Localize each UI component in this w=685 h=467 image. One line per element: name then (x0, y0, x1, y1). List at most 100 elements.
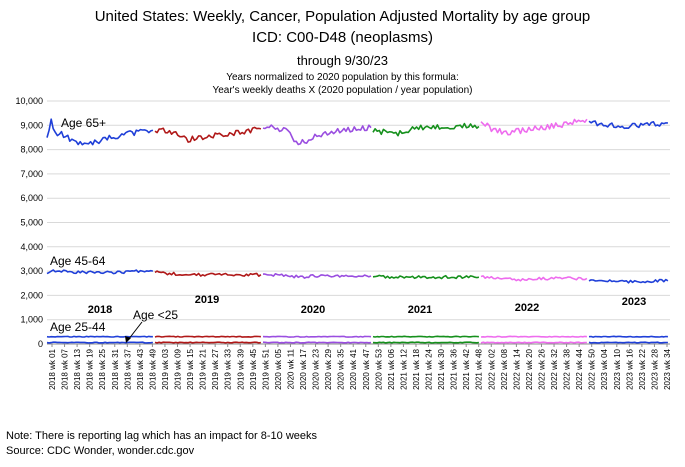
annotation-age-25-44: Age 25-44 (50, 320, 106, 334)
x-tick-label: 2021 wk 30 (437, 348, 446, 389)
annotation-age-65-plus: Age 65+ (61, 116, 106, 130)
x-tick-label: 2022 wk 38 (563, 348, 572, 389)
series-line-age-65--2018 (46, 118, 154, 146)
x-tick-label: 2021 wk 06 (387, 348, 396, 389)
annotation-arrow-line (127, 321, 143, 341)
series-line-age-45-64-2018 (46, 269, 154, 275)
x-tick-label: 2019 wk 27 (211, 348, 220, 389)
y-tick-label: 5,000 (20, 218, 43, 228)
series-line-age-25-2023 (588, 341, 668, 344)
reporting-lag-note: Note: There is reporting lag which has a… (6, 430, 318, 442)
x-tick-label: 2022 wk 02 (487, 348, 496, 389)
x-tick-label: 2023 wk 22 (638, 348, 647, 389)
through-date: through 9/30/23 (296, 53, 389, 68)
y-tick-label: 9,000 (20, 120, 43, 130)
x-tick-label: 2020 wk 29 (324, 348, 333, 389)
x-tick-label: 2020 wk 47 (362, 348, 371, 389)
x-tick-label: 2019 wk 03 (161, 348, 170, 389)
y-tick-label: 4,000 (20, 242, 43, 252)
series-line-age-45-64-2021 (372, 274, 480, 280)
y-tick-label: 8,000 (20, 145, 43, 155)
series-line-age-25-2018 (46, 341, 153, 344)
x-tick-label: 2020 wk 23 (312, 348, 321, 389)
x-tick-label: 2019 wk 15 (186, 348, 195, 389)
chart-subtitle: ICD: C00-D48 (neoplasms) (252, 29, 433, 46)
series-line-age-25-44-2020 (262, 335, 372, 338)
series-line-age-65--2022 (480, 118, 588, 136)
series-line-age-25-2021 (372, 341, 480, 344)
x-tick-label: 2023 wk 34 (663, 348, 672, 389)
x-tick-label: 2018 wk 07 (61, 348, 70, 389)
series-line-age-65--2023 (588, 120, 668, 130)
annotation-arrow-head (125, 336, 131, 343)
x-tick-label: 2018 wk 43 (136, 348, 145, 389)
y-tick-label: 2,000 (20, 290, 43, 300)
year-label: 2021 (408, 304, 432, 316)
y-tick-label: 0 (38, 339, 43, 349)
x-tick-label: 2019 wk 21 (199, 348, 208, 389)
x-tick-label: 2023 wk 28 (650, 348, 659, 389)
x-tick-label: 2023 wk 16 (625, 348, 634, 389)
series-line-age-45-64-2023 (588, 278, 669, 284)
x-tick-label: 2020 wk 05 (274, 348, 283, 389)
x-tick-label: 2018 wk 49 (148, 348, 157, 389)
x-tick-label: 2021 wk 36 (450, 348, 459, 389)
x-tick-label: 2022 wk 26 (537, 348, 546, 389)
x-tick-label: 2019 wk 51 (261, 348, 270, 389)
y-tick-label: 7,000 (20, 169, 43, 179)
series-line-age-25-44-2018 (46, 335, 153, 338)
year-label: 2019 (195, 294, 219, 306)
x-tick-label: 2020 wk 17 (299, 348, 308, 389)
series-line-age-65--2020 (262, 124, 372, 146)
x-tick-label: 2022 wk 20 (525, 348, 534, 389)
series-line-age-65--2021 (372, 122, 480, 137)
y-tick-label: 6,000 (20, 193, 43, 203)
x-tick-label: 2019 wk 45 (249, 348, 258, 389)
y-tick-label: 1,000 (20, 315, 43, 325)
series-line-age-25-44-2019 (154, 335, 261, 338)
series-line-age-25-44-2022 (480, 335, 588, 338)
x-tick-label: 2018 wk 13 (73, 348, 82, 389)
x-tick-label: 2020 wk 41 (349, 348, 358, 389)
series-line-age-45-64-2022 (480, 275, 588, 282)
x-tick-label: 2022 wk 14 (512, 348, 521, 389)
year-label: 2023 (622, 296, 646, 308)
x-tick-label: 2021 wk 42 (462, 348, 471, 389)
x-tick-label: 2022 wk 44 (575, 348, 584, 389)
x-tick-label: 2020 wk 11 (286, 348, 295, 389)
formula-line-2: Year's weekly deaths X (2020 population … (212, 85, 473, 96)
x-tick-label: 2022 wk 50 (588, 348, 597, 389)
x-tick-label: 2022 wk 08 (500, 348, 509, 389)
x-tick-label: 2019 wk 09 (174, 348, 183, 389)
y-tick-label: 3,000 (20, 266, 43, 276)
x-tick-label: 2018 wk 25 (98, 348, 107, 389)
x-tick-label: 2019 wk 39 (236, 348, 245, 389)
year-label: 2022 (515, 302, 539, 314)
x-tick-label: 2023 wk 04 (600, 348, 609, 389)
x-tick-label: 2018 wk 01 (48, 348, 57, 389)
source-note: Source: CDC Wonder, wonder.cdc.gov (6, 445, 195, 457)
x-tick-label: 2018 wk 31 (111, 348, 120, 389)
x-tick-label: 2021 wk 24 (425, 348, 434, 389)
formula-line-1: Years normalized to 2020 population by t… (226, 72, 459, 83)
x-tick-label: 2021 wk 18 (412, 348, 421, 389)
chart-title: United States: Weekly, Cancer, Populatio… (94, 8, 591, 25)
series-line-age-45-64-2020 (263, 273, 372, 279)
x-tick-label: 2023 wk 10 (613, 348, 622, 389)
y-tick-label: 10,000 (15, 96, 43, 106)
series-line-age-25-2019 (154, 341, 262, 344)
series-line-age-45-64-2019 (154, 270, 262, 277)
x-tick-label: 2022 wk 32 (550, 348, 559, 389)
x-tick-label: 2021 wk 12 (399, 348, 408, 389)
year-label: 2020 (301, 304, 325, 316)
x-tick-label: 2020 wk 53 (374, 348, 383, 389)
x-tick-label: 2021 wk 48 (475, 348, 484, 389)
series-line-age-65--2019 (154, 126, 262, 143)
year-label: 2018 (88, 304, 112, 316)
x-tick-label: 2018 wk 19 (86, 348, 95, 389)
series-line-age-25-2020 (262, 341, 372, 344)
x-tick-label: 2020 wk 35 (337, 348, 346, 389)
series-line-age-25-2022 (480, 341, 587, 344)
series-line-age-25-44-2021 (372, 335, 479, 338)
